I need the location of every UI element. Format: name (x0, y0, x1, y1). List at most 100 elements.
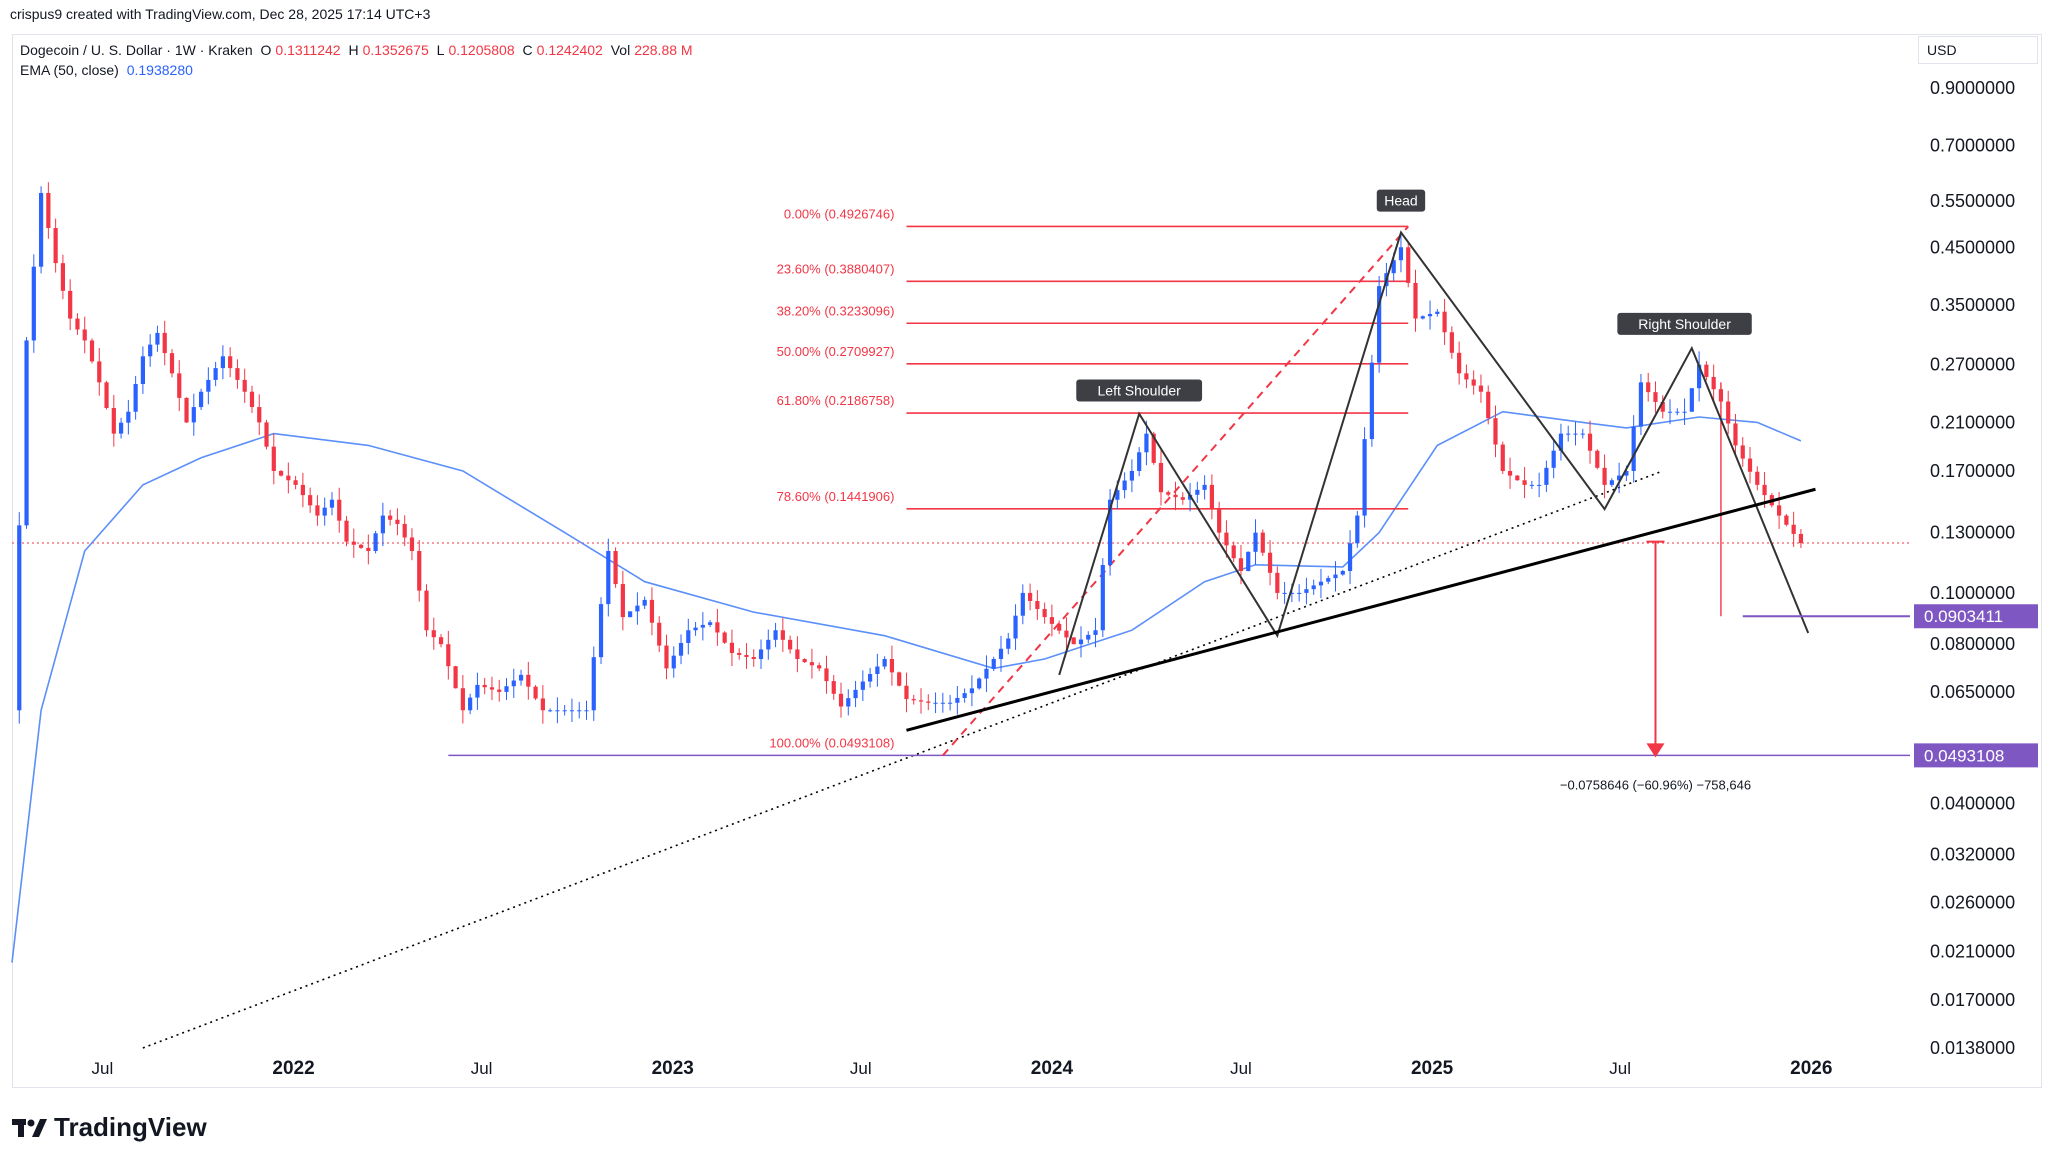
candle-body (1726, 401, 1731, 424)
candle-body (489, 687, 495, 690)
candle-body (1267, 552, 1273, 573)
candle-body (1457, 352, 1462, 374)
open-label: O (260, 42, 272, 58)
candle-body (1333, 574, 1338, 579)
candle-body (97, 361, 102, 383)
candle-body (380, 515, 385, 534)
candle-body (758, 649, 764, 660)
candle-body (1086, 634, 1091, 640)
candle-body (497, 689, 502, 692)
candle-body (577, 710, 582, 712)
candle-body (322, 507, 327, 516)
symbol-title[interactable]: Dogecoin / U. S. Dollar · 1W · Kraken (20, 42, 253, 58)
candle-body (475, 684, 480, 698)
candle-body (1507, 470, 1513, 476)
currency-selector[interactable]: USD (1918, 36, 2038, 64)
candle-body (133, 384, 138, 412)
candle-body (591, 657, 596, 711)
tradingview-logo: TradingView (12, 1112, 207, 1143)
candle-body (1755, 471, 1760, 485)
ema-value: 0.1938280 (126, 62, 193, 78)
open-value: 0.1311242 (275, 42, 341, 58)
candle-body (257, 407, 262, 423)
fib-level-label: 61.80% (0.2186758) (777, 393, 895, 408)
x-axis-tick-label: Jul (850, 1059, 872, 1078)
candle-body (118, 422, 124, 434)
y-axis-tick-label: 0.3500000 (1930, 295, 2015, 315)
y-axis-tick-label: 0.1000000 (1930, 583, 2015, 603)
candle-body (1217, 508, 1222, 533)
candle-body (620, 584, 625, 618)
candle-body (191, 407, 196, 423)
x-axis-tick-label: Jul (92, 1059, 114, 1078)
candle-body (1704, 364, 1709, 377)
candle-body (1151, 433, 1156, 463)
candle-body (126, 411, 131, 423)
candle-body (918, 700, 924, 702)
y-axis-tick-label: 0.9000000 (1930, 78, 2015, 98)
candle-body (700, 624, 705, 628)
candle-body (1020, 592, 1025, 616)
candle-body (228, 356, 233, 369)
support-price-tag-text: 0.0903411 (1924, 607, 2003, 626)
candle-body (1304, 589, 1309, 593)
candle-body (148, 344, 153, 357)
candle-body (664, 645, 669, 669)
candle-body (1660, 401, 1665, 412)
candle-body (1464, 373, 1469, 380)
close-value: 0.1242402 (536, 42, 603, 58)
candle-body (417, 551, 422, 591)
candle-body (1115, 490, 1120, 500)
y-axis-tick-label: 0.0320000 (1930, 845, 2015, 865)
candle-body (867, 674, 873, 682)
candle-body (24, 340, 29, 526)
candle-body (220, 356, 225, 369)
fib-level-label: 100.00% (0.0493108) (769, 735, 894, 750)
candle-body (671, 655, 676, 669)
pattern-label-box (1076, 379, 1203, 402)
candle-body (860, 681, 865, 690)
candle-body (1035, 600, 1040, 610)
candle-body (1493, 418, 1498, 445)
candle-body (1006, 638, 1011, 649)
candle-body (184, 397, 189, 423)
candle-body (271, 446, 276, 471)
x-axis-tick-label: Jul (1609, 1059, 1631, 1078)
candle-body (140, 356, 145, 385)
candle-body (1544, 467, 1549, 485)
y-axis-tick-label: 0.0138000 (1930, 1038, 2015, 1058)
y-axis-tick-label: 0.2100000 (1930, 412, 2015, 432)
y-axis-tick-label: 0.5500000 (1930, 191, 2015, 211)
candle-body (606, 551, 611, 605)
candle-body (642, 599, 647, 606)
close-label: C (522, 42, 533, 58)
fib-level-label: 38.20% (0.3233096) (777, 303, 895, 318)
candle-body (686, 630, 691, 643)
high-label: H (348, 42, 359, 58)
candle-body (46, 192, 51, 229)
candle-body (984, 668, 989, 679)
y-axis-tick-label: 0.0210000 (1930, 942, 2015, 962)
candle-body (511, 680, 516, 687)
candle-body (1202, 484, 1207, 490)
candle-body (533, 686, 538, 699)
candle-body (1638, 382, 1644, 427)
candle-body (613, 551, 618, 585)
candle-body (1049, 617, 1055, 624)
candle-body (300, 484, 305, 496)
x-axis-tick-label: 2024 (1031, 1058, 1074, 1079)
measure-label: −0.0758646 (−60.96%) −758,646 (1560, 777, 1751, 792)
candle-body (1573, 433, 1578, 435)
candle-body (1297, 592, 1302, 594)
candle-body (1435, 311, 1440, 314)
candle-body (1064, 630, 1069, 638)
candle-body (1137, 452, 1142, 471)
y-axis-tick-label: 0.7000000 (1930, 136, 2015, 156)
candle-body (104, 382, 109, 408)
candle-body (395, 519, 400, 524)
ema-label[interactable]: EMA (50, close) (20, 62, 119, 78)
candle-body (904, 685, 909, 700)
candle-body (1391, 260, 1396, 274)
candle-body (722, 632, 727, 643)
